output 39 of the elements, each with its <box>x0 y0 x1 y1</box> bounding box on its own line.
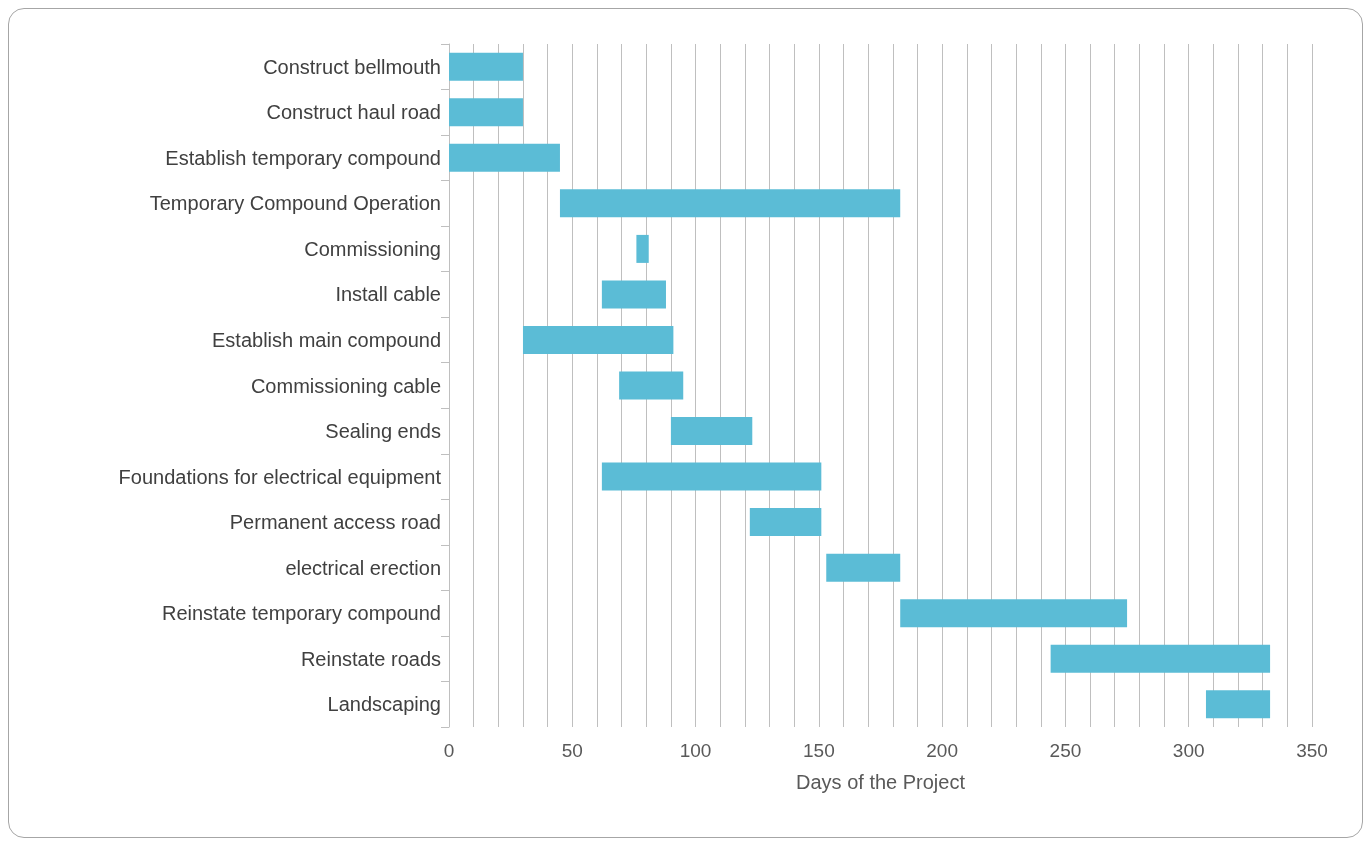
x-axis-title: Days of the Project <box>796 771 966 793</box>
x-tick-label: 200 <box>926 740 958 761</box>
y-tick-label: Construct haul road <box>266 101 441 124</box>
bar <box>1205 690 1271 719</box>
y-tick-label: Construct bellmouth <box>263 55 441 78</box>
y-tick-label: Reinstate roads <box>300 647 441 670</box>
x-tick-label: 250 <box>1049 740 1082 761</box>
bar <box>601 280 666 309</box>
bar <box>636 234 649 263</box>
y-tick-label: Landscaping <box>327 693 441 716</box>
y-tick-label: Permanent access road <box>229 511 441 534</box>
y-tick-label: electrical erection <box>285 556 441 579</box>
x-tick-label: 0 <box>443 740 455 761</box>
y-tick-label: Commissioning <box>304 237 441 260</box>
y-tick-label: Reinstate temporary compound <box>161 602 441 625</box>
y-tick-label: Sealing ends <box>325 420 441 443</box>
bar <box>900 599 1128 628</box>
bar <box>559 189 901 218</box>
y-tick-label: Establish main compound <box>211 328 441 351</box>
bar <box>826 553 901 582</box>
x-tick-label: 300 <box>1172 740 1205 761</box>
x-tick-label: 50 <box>561 740 583 761</box>
bar <box>601 462 822 491</box>
y-tick-label: Install cable <box>335 283 441 306</box>
bar <box>449 52 523 81</box>
x-tick-label: 100 <box>679 740 712 761</box>
x-tick-label: 350 <box>1296 740 1328 761</box>
y-tick-label: Establish temporary compound <box>165 146 441 169</box>
y-tick-label: Commissioning cable <box>250 374 441 397</box>
bar <box>522 325 674 354</box>
bar <box>1050 644 1271 673</box>
x-tick-label: 150 <box>803 740 835 761</box>
bar <box>449 98 523 127</box>
bar <box>670 417 753 446</box>
bar <box>619 371 684 400</box>
y-tick-label: Temporary Compound Operation <box>149 192 441 215</box>
bar <box>749 508 822 537</box>
y-tick-label: Foundations for electrical equipment <box>118 465 442 488</box>
bar <box>449 143 560 172</box>
